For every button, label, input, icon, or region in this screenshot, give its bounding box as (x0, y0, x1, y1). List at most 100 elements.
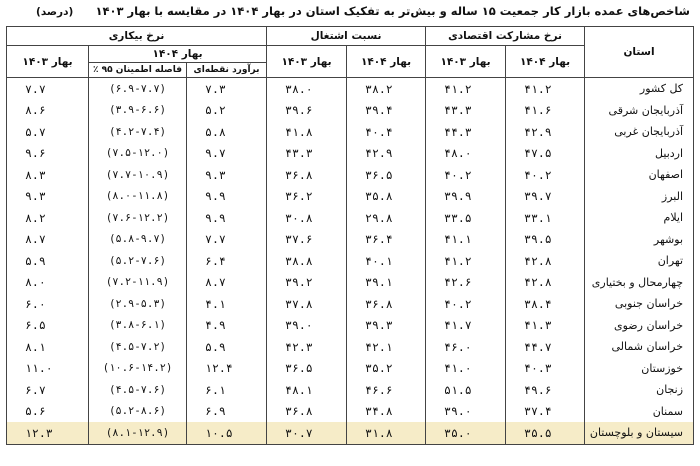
header-part-1404: بهار ۱۴۰۴ (505, 45, 586, 78)
header-confidence-interval: فاصله اطمینان ۹۵ ٪ (88, 62, 188, 78)
header-unemployment: نرخ بیکاری (5, 26, 268, 46)
header-unemp-1404: بهار ۱۴۰۴ (88, 45, 268, 63)
table-row: بوشهر ۳۹.۵ ۴۱.۱ ۳۶.۴ ۳۷.۶ ۷.۷ (۵.۸-۹.۷) ۸.۷ (5, 228, 695, 250)
participation-1403-cell: ۴۱.۱ (425, 228, 507, 250)
unemployment-ci-cell: (۱۰.۶-۱۴.۲) (88, 357, 188, 379)
header-emp-1403: بهار ۱۴۰۳ (266, 45, 348, 78)
unemployment-1403-cell: ۵.۷ (5, 121, 90, 143)
table-row: آذربایجان غربی ۴۲.۹ ۴۴.۳ ۴۰.۴ ۴۱.۸ ۵.۸ (۴.۲-۷.… (5, 121, 695, 143)
participation-1404-cell: ۴۷.۵ (505, 142, 586, 164)
province-cell: اصفهان (584, 164, 695, 186)
header-part-1403: بهار ۱۴۰۳ (425, 45, 507, 78)
employment-1404-cell: ۳۴.۸ (346, 400, 427, 422)
employment-1403-cell: ۳۰.۷ (266, 422, 348, 445)
participation-1404-cell: ۴۲.۸ (505, 250, 586, 272)
employment-1403-cell: ۳۷.۸ (266, 293, 348, 315)
unemployment-point-cell: ۴.۱ (186, 293, 268, 315)
employment-1404-cell: ۳۹.۳ (346, 314, 427, 336)
unemployment-point-cell: ۶.۱ (186, 379, 268, 401)
table-row: آذربایجان شرقی ۴۱.۶ ۴۳.۳ ۳۹.۴ ۳۹.۶ ۵.۲ (۳.۹-۶.… (5, 99, 695, 121)
province-cell: البرز (584, 185, 695, 207)
participation-1403-cell: ۴۶.۰ (425, 336, 507, 358)
table-row: ایلام ۳۳.۱ ۳۳.۵ ۲۹.۸ ۳۰.۸ ۹.۹ (۷.۶-۱۲.۲) ۸.۲ (5, 207, 695, 229)
province-cell: خراسان شمالی (584, 336, 695, 358)
unemployment-point-cell: ۵.۲ (186, 99, 268, 121)
employment-1404-cell: ۲۹.۸ (346, 207, 427, 229)
unit-label: (درصد) (36, 6, 74, 18)
unemployment-point-cell: ۷.۳ (186, 77, 268, 100)
participation-1403-cell: ۳۵.۰ (425, 422, 507, 445)
province-cell: سیستان و بلوچستان (584, 422, 695, 445)
unemployment-ci-cell: (۷.۶-۱۲.۲) (88, 207, 188, 229)
unemployment-1403-cell: ۸.۱ (5, 336, 90, 358)
unemployment-point-cell: ۱۰.۵ (186, 422, 268, 445)
unemployment-ci-cell: (۲.۹-۵.۳) (88, 293, 188, 315)
participation-1403-cell: ۴۴.۳ (425, 121, 507, 143)
unemployment-ci-cell: (۳.۹-۶.۶) (88, 99, 188, 121)
employment-1403-cell: ۴۱.۸ (266, 121, 348, 143)
unemployment-1403-cell: ۵.۹ (5, 250, 90, 272)
employment-1404-cell: ۳۶.۸ (346, 293, 427, 315)
participation-1403-cell: ۴۱.۰ (425, 357, 507, 379)
province-cell: کل کشور (584, 77, 695, 100)
unemployment-point-cell: ۹.۹ (186, 207, 268, 229)
title-row: شاخص‌های عمده بازار کار جمعیت ۱۵ ساله و … (6, 4, 694, 26)
unemployment-ci-cell: (۸.۱-۱۲.۹) (88, 422, 188, 445)
province-cell: بوشهر (584, 228, 695, 250)
unemployment-ci-cell: (۴.۵-۷.۲) (88, 336, 188, 358)
employment-1403-cell: ۳۶.۵ (266, 357, 348, 379)
province-cell: خراسان جنوبی (584, 293, 695, 315)
province-cell: تهران (584, 250, 695, 272)
participation-1404-cell: ۳۹.۷ (505, 185, 586, 207)
employment-1404-cell: ۴۲.۱ (346, 336, 427, 358)
employment-1404-cell: ۳۶.۵ (346, 164, 427, 186)
province-cell: چهارمحال و بختیاری (584, 271, 695, 293)
participation-1404-cell: ۴۱.۳ (505, 314, 586, 336)
participation-1404-cell: ۴۴.۷ (505, 336, 586, 358)
employment-1403-cell: ۴۲.۳ (266, 336, 348, 358)
employment-1404-cell: ۴۰.۱ (346, 250, 427, 272)
participation-1403-cell: ۴۸.۰ (425, 142, 507, 164)
unemployment-1403-cell: ۷.۷ (5, 77, 90, 100)
employment-1403-cell: ۴۳.۳ (266, 142, 348, 164)
unemployment-ci-cell: (۵.۲-۷.۶) (88, 250, 188, 272)
table-row: چهارمحال و بختیاری ۴۲.۸ ۴۲.۶ ۳۹.۱ ۳۹.۲ ۸.۷ (۷.… (5, 271, 695, 293)
participation-1404-cell: ۳۳.۱ (505, 207, 586, 229)
unemployment-1403-cell: ۶.۵ (5, 314, 90, 336)
employment-1403-cell: ۳۸.۰ (266, 77, 348, 100)
unemployment-point-cell: ۹.۳ (186, 164, 268, 186)
unemployment-ci-cell: (۳.۸-۶.۱) (88, 314, 188, 336)
unemployment-point-cell: ۵.۹ (186, 336, 268, 358)
participation-1404-cell: ۳۷.۴ (505, 400, 586, 422)
participation-1404-cell: ۴۰.۲ (505, 164, 586, 186)
unemployment-point-cell: ۶.۹ (186, 400, 268, 422)
unemployment-ci-cell: (۷.۷-۱۰.۹) (88, 164, 188, 186)
province-cell: اردبیل (584, 142, 695, 164)
participation-1403-cell: ۴۱.۲ (425, 77, 507, 100)
unemployment-ci-cell: (۶.۹-۷.۷) (88, 77, 188, 100)
province-cell: آذربایجان شرقی (584, 99, 695, 121)
table-title: شاخص‌های عمده بازار کار جمعیت ۱۵ ساله و … (95, 4, 690, 18)
unemployment-1403-cell: ۸.۲ (5, 207, 90, 229)
province-cell: سمنان (584, 400, 695, 422)
employment-1404-cell: ۳۹.۴ (346, 99, 427, 121)
table-row: تهران ۴۲.۸ ۴۱.۲ ۴۰.۱ ۳۸.۸ ۶.۴ (۵.۲-۷.۶) ۵.۹ (5, 250, 695, 272)
table-row: خوزستان ۴۰.۳ ۴۱.۰ ۳۵.۲ ۳۶.۵ ۱۲.۴ (۱۰.۶-۱۴.۲) ۱۱… (5, 357, 695, 379)
unemployment-ci-cell: (۵.۸-۹.۷) (88, 228, 188, 250)
unemployment-1403-cell: ۸.۶ (5, 99, 90, 121)
participation-1403-cell: ۳۹.۰ (425, 400, 507, 422)
participation-1403-cell: ۴۰.۲ (425, 293, 507, 315)
employment-1403-cell: ۴۸.۱ (266, 379, 348, 401)
header-unemp-1403: بهار ۱۴۰۳ (5, 45, 90, 78)
table-row: سیستان و بلوچستان ۳۵.۵ ۳۵.۰ ۳۱.۸ ۳۰.۷ ۱۰.۵ (۸.… (5, 422, 695, 445)
participation-1403-cell: ۵۱.۵ (425, 379, 507, 401)
unemployment-point-cell: ۶.۴ (186, 250, 268, 272)
province-cell: آذربایجان غربی (584, 121, 695, 143)
unemployment-ci-cell: (۷.۲-۱۱.۹) (88, 271, 188, 293)
table-row: خراسان جنوبی ۳۸.۴ ۴۰.۲ ۳۶.۸ ۳۷.۸ ۴.۱ (۲.۹-۵.۳)… (5, 293, 695, 315)
table-row: خراسان شمالی ۴۴.۷ ۴۶.۰ ۴۲.۱ ۴۲.۳ ۵.۹ (۴.۵-۷.۲)… (5, 336, 695, 358)
participation-1403-cell: ۴۳.۳ (425, 99, 507, 121)
table-row: زنجان ۴۹.۶ ۵۱.۵ ۴۶.۶ ۴۸.۱ ۶.۱ (۴.۵-۷.۶) ۶.۷ (5, 379, 695, 401)
participation-1404-cell: ۴۲.۹ (505, 121, 586, 143)
employment-1404-cell: ۳۸.۲ (346, 77, 427, 100)
